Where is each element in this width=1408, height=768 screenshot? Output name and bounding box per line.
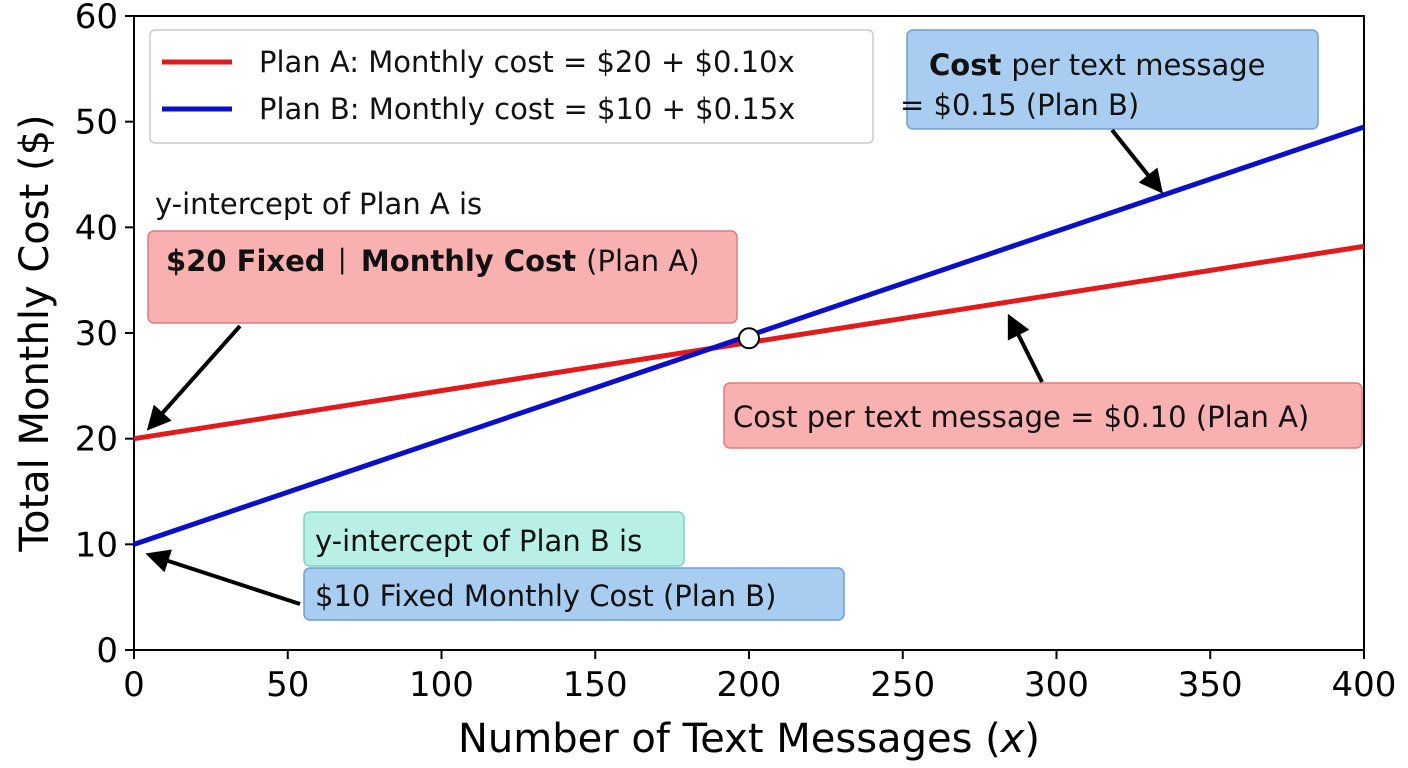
y-axis-title: Total Monthly Cost ($) [12,114,58,552]
annotation-plan-b-rate-box [906,29,1319,130]
y-axis-ticks: 0 10 20 30 40 50 60 [75,0,134,671]
x-tick-label: 400 [1332,665,1397,705]
x-tick-label: 200 [717,665,782,705]
annotation-plan-b-rate-line1: Cost per text message [929,48,1266,82]
arrow-plan-b-intercept [145,549,301,606]
annotation-plan-b-rate-line2: = $0.15 (Plan B) [900,88,1139,122]
legend-frame [149,29,874,144]
annotation-plan-a-intercept-value: $20 Fixed ᛁ Monthly Cost (Plan A) [166,244,700,278]
x-tick-label: 50 [266,665,309,705]
annotation-plan-b-rate: Cost per text message = $0.15 (Plan B) [900,29,1319,194]
y-tick-label: 10 [75,525,118,565]
y-tick-label: 20 [75,420,118,460]
legend: Plan A: Monthly cost = $20 + $0.10x Plan… [149,29,874,144]
annotation-plan-a-rate-box [723,382,1363,449]
annotation-plan-b-intercept-intro: y-intercept of Plan B is [315,524,642,558]
y-tick-label: 30 [75,314,118,354]
annotation-plan-a-rate-text: Cost per text message = $0.10 (Plan A) [733,400,1309,434]
x-tick-label: 300 [1024,665,1089,705]
arrow-plan-a-intercept [146,324,242,431]
annotation-plan-b-intercept-box [303,567,845,621]
x-axis-ticks: 0 50 100 150 200 250 300 350 400 [123,650,1396,705]
annotation-plan-b-intercept-intro-box [303,511,685,567]
legend-label-plan-a: Plan A: Monthly cost = $20 + $0.10x [259,45,795,79]
x-tick-label: 100 [409,665,474,705]
y-tick-label: 50 [75,103,118,143]
y-tick-label: 0 [96,631,118,671]
arrow-plan-a-rate [1007,313,1044,383]
annotation-plan-b-intercept-value: $10 Fixed Monthly Cost (Plan B) [315,579,776,613]
annotation-plan-a-intercept-box [147,230,738,324]
annotation-plan-a-intercept-intro: y-intercept of Plan A is [155,187,482,221]
x-tick-label: 150 [563,665,628,705]
x-axis-title: Number of Text Messages (x) [458,716,1040,762]
x-tick-label: 0 [123,665,145,705]
arrow-plan-b-rate [1110,128,1163,194]
highlight-point [738,327,760,350]
y-tick-label: 60 [75,0,118,37]
y-tick-label: 40 [75,208,118,248]
x-tick-label: 350 [1178,665,1243,705]
annotation-plan-b-intercept: y-intercept of Plan B is $10 Fixed Month… [145,511,845,621]
legend-label-plan-b: Plan B: Monthly cost = $10 + $0.15x [259,92,795,126]
annotation-plan-a-intercept: y-intercept of Plan A is $20 Fixed ᛁ Month… [146,187,738,431]
x-tick-label: 250 [870,665,935,705]
annotation-plan-a-rate: Cost per text message = $0.10 (Plan A) [723,313,1363,449]
